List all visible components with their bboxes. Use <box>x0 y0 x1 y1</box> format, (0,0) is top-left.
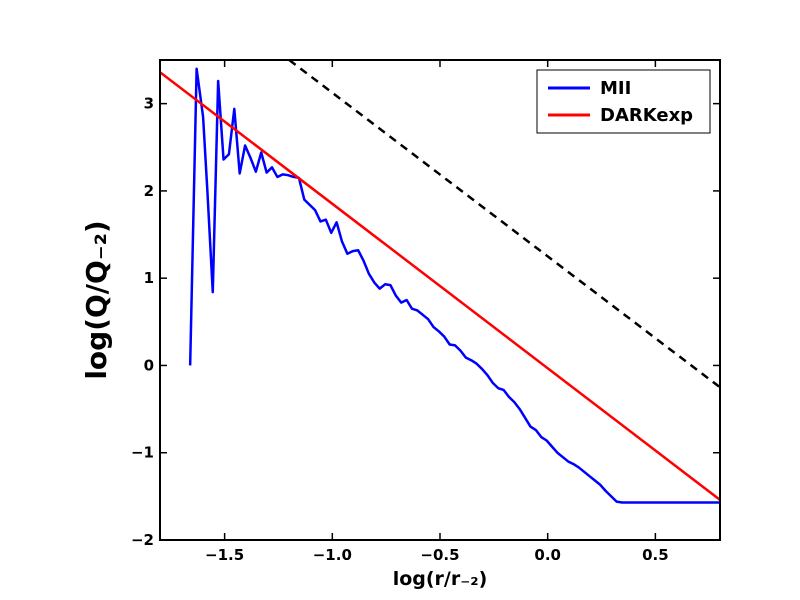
legend-label-darkexp: DARKexp <box>600 105 693 126</box>
y-axis-label: log(Q/Q₋₂) <box>80 220 113 379</box>
y-tick-label: −2 <box>131 531 154 549</box>
y-tick-label: −1 <box>131 444 154 462</box>
series-line-darkexp <box>160 71 720 501</box>
x-tick-label: 0.0 <box>534 546 561 564</box>
x-tick-label: −1.0 <box>313 546 352 564</box>
x-tick-label: 0.5 <box>642 546 669 564</box>
series-line-mii <box>188 67 720 504</box>
y-tick-label: 1 <box>144 269 154 287</box>
series-line-reference-dashed <box>288 60 720 389</box>
x-tick-label: −0.5 <box>420 546 459 564</box>
y-tick-label: 2 <box>144 182 154 200</box>
tick-layer: −1.5 −1.0 −0.5 0.0 0.5 −2 −1 0 1 2 3 <box>131 60 720 564</box>
x-axis-label: log(r/r₋₂) <box>393 568 488 590</box>
legend-box <box>536 69 711 134</box>
y-tick-label: 3 <box>144 95 154 113</box>
series-layer <box>160 60 720 504</box>
y-tick-label: 0 <box>144 356 154 374</box>
x-tick-label: −1.5 <box>205 546 244 564</box>
legend-label-mii: MII <box>600 78 631 99</box>
legend: MII DARKexp <box>536 69 711 134</box>
